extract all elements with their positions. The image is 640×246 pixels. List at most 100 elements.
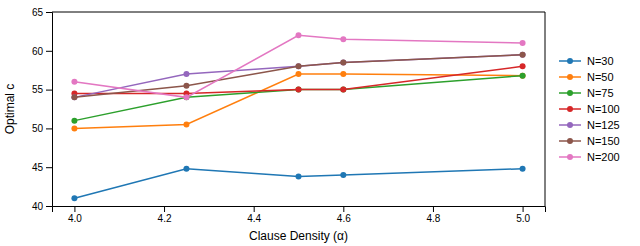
series-point — [340, 87, 346, 93]
legend-label: N=200 — [587, 151, 620, 163]
legend-swatch-marker — [567, 74, 573, 80]
series-point — [183, 94, 189, 100]
x-axis-title: Clause Density (α) — [249, 229, 348, 243]
series-point — [340, 172, 346, 178]
series-point — [71, 125, 77, 131]
series-point — [340, 59, 346, 65]
legend-label: N=100 — [587, 103, 620, 115]
series-point — [296, 71, 302, 77]
series-point — [520, 52, 526, 58]
y-tick-mark — [46, 128, 52, 129]
x-tick-mark — [254, 206, 255, 212]
x-tick-label: 4.2 — [158, 213, 172, 224]
series-line — [74, 66, 522, 93]
series-line — [74, 169, 522, 198]
series-point — [183, 71, 189, 77]
y-axis: 40 45 50 55 60 65 — [32, 7, 53, 212]
x-tick-mark — [74, 206, 75, 212]
plot: 4.0 4.2 4.4 4.6 4.8 5.0 40 45 50 55 60 65 — [32, 7, 546, 224]
plot-frame — [545, 12, 546, 206]
y-tick-mark — [46, 90, 52, 91]
legend: N=30 N=50 N=75 N=100 N=125 N=150 N=200 — [559, 55, 620, 163]
series-point — [340, 59, 346, 65]
series-point — [296, 87, 302, 93]
legend-label: N=30 — [587, 55, 614, 67]
series-point — [340, 36, 346, 42]
legend-item: N=30 — [559, 55, 614, 67]
series-point — [296, 32, 302, 38]
series-point — [71, 94, 77, 100]
series-point — [296, 87, 302, 93]
y-tick-label: 65 — [32, 7, 44, 18]
series-point — [340, 87, 346, 93]
x-tick: 4.8 — [427, 206, 441, 224]
series-line — [74, 35, 522, 97]
legend-item: N=125 — [559, 119, 620, 131]
series-point — [520, 40, 526, 46]
y-tick: 60 — [32, 46, 52, 57]
chart: 4.0 4.2 4.4 4.6 4.8 5.0 40 45 50 55 60 65 Clause Den… — [0, 0, 640, 246]
series-point — [296, 174, 302, 180]
series-point — [520, 63, 526, 69]
legend-swatch-marker — [567, 58, 573, 64]
series-point — [71, 118, 77, 124]
y-tick: 40 — [32, 201, 52, 212]
legend-label: N=125 — [587, 119, 620, 131]
series-point — [183, 122, 189, 128]
y-tick: 55 — [32, 84, 52, 95]
x-tick-mark — [164, 206, 165, 212]
series-point — [340, 71, 346, 77]
legend-swatch-marker — [567, 106, 573, 112]
x-tick-label: 4.0 — [68, 213, 82, 224]
series-point — [520, 73, 526, 79]
x-tick: 4.0 — [68, 206, 82, 224]
series-point — [296, 63, 302, 69]
series-point — [520, 73, 526, 79]
series-point — [183, 166, 189, 172]
legend-swatch-marker — [567, 138, 573, 144]
series-group — [71, 32, 525, 201]
y-tick-mark — [46, 206, 52, 207]
y-tick-mark — [46, 51, 52, 52]
x-tick-label: 4.6 — [337, 213, 351, 224]
legend-item: N=150 — [559, 135, 620, 147]
x-tick: 5.0 — [516, 206, 530, 224]
legend-item: N=200 — [559, 151, 620, 163]
legend-swatch-marker — [567, 90, 573, 96]
x-tick-label: 4.4 — [247, 213, 261, 224]
x-tick: 4.6 — [337, 206, 351, 224]
y-tick-mark — [46, 167, 52, 168]
x-tick-label: 4.8 — [427, 213, 441, 224]
y-tick: 65 — [32, 7, 52, 18]
y-tick: 50 — [32, 123, 52, 134]
legend-swatch-marker — [567, 154, 573, 160]
legend-item: N=50 — [559, 71, 614, 83]
y-tick: 45 — [32, 162, 52, 173]
y-tick-label: 50 — [32, 123, 44, 134]
x-axis: 4.0 4.2 4.4 4.6 4.8 5.0 — [53, 206, 546, 224]
legend-label: N=75 — [587, 87, 614, 99]
x-axis-line — [53, 207, 546, 213]
legend-swatch-marker — [567, 122, 573, 128]
series-point — [183, 83, 189, 89]
y-tick-mark — [46, 12, 52, 13]
series-line — [74, 76, 522, 121]
series-point — [71, 94, 77, 100]
series-point — [183, 94, 189, 100]
series-point — [71, 79, 77, 85]
legend-item: N=75 — [559, 87, 614, 99]
y-tick-label: 55 — [32, 84, 44, 95]
y-tick-label: 45 — [32, 162, 44, 173]
y-tick-label: 40 — [32, 201, 44, 212]
x-tick: 4.2 — [158, 206, 172, 224]
plot-frame — [52, 12, 545, 13]
series-point — [71, 195, 77, 201]
series-point — [520, 166, 526, 172]
series-point — [296, 63, 302, 69]
x-tick-mark — [433, 206, 434, 212]
x-tick-label: 5.0 — [516, 213, 530, 224]
legend-item: N=100 — [559, 103, 620, 115]
y-axis-title: Optimal c — [3, 84, 17, 135]
x-tick: 4.4 — [247, 206, 261, 224]
series-point — [520, 52, 526, 58]
